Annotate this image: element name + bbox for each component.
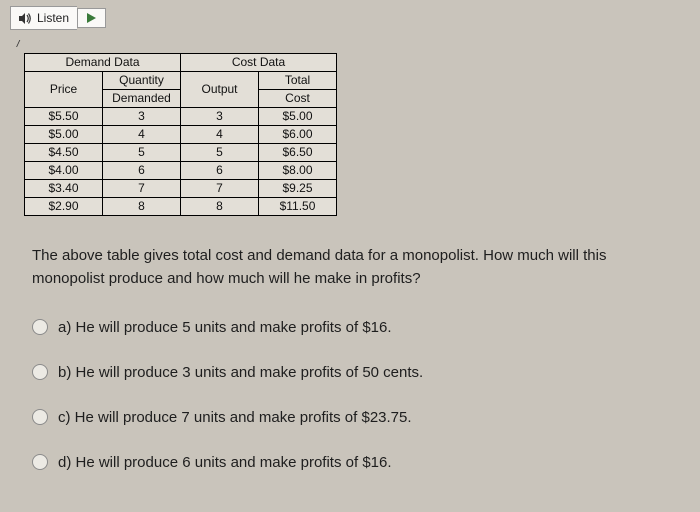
- toolbar: Listen: [10, 6, 690, 30]
- listen-label: Listen: [37, 11, 69, 25]
- question-text: The above table gives total cost and dem…: [32, 244, 668, 291]
- option-c-label: c) He will produce 7 units and make prof…: [58, 409, 412, 426]
- radio-icon: [32, 319, 48, 335]
- data-tables: Demand Data Price Quantity Demanded $5.5…: [24, 53, 690, 216]
- table-row: 7$9.25: [181, 180, 337, 198]
- play-button[interactable]: [77, 8, 106, 28]
- table-row: $5.503: [25, 108, 181, 126]
- text-cursor-mark: Ⳇ: [16, 36, 690, 50]
- cost-col-tc-l1: Total: [259, 72, 337, 90]
- option-d[interactable]: d) He will produce 6 units and make prof…: [32, 454, 668, 471]
- play-icon: [87, 13, 96, 23]
- radio-icon: [32, 454, 48, 470]
- option-c[interactable]: c) He will produce 7 units and make prof…: [32, 409, 668, 426]
- option-a[interactable]: a) He will produce 5 units and make prof…: [32, 319, 668, 336]
- table-row: $3.407: [25, 180, 181, 198]
- answer-options: a) He will produce 5 units and make prof…: [32, 319, 668, 471]
- cost-col-tc-l2: Cost: [259, 90, 337, 108]
- table-row: 8$11.50: [181, 198, 337, 216]
- cost-group-header: Cost Data: [181, 54, 337, 72]
- option-a-label: a) He will produce 5 units and make prof…: [58, 319, 392, 336]
- speaker-icon: [19, 13, 32, 24]
- radio-icon: [32, 364, 48, 380]
- option-d-label: d) He will produce 6 units and make prof…: [58, 454, 392, 471]
- listen-button[interactable]: Listen: [10, 6, 77, 30]
- table-row: 3$5.00: [181, 108, 337, 126]
- table-row: 5$6.50: [181, 144, 337, 162]
- demand-table: Demand Data Price Quantity Demanded $5.5…: [24, 53, 181, 216]
- demand-col-price: Price: [25, 72, 103, 108]
- cost-col-output: Output: [181, 72, 259, 108]
- table-row: $4.006: [25, 162, 181, 180]
- table-row: 6$8.00: [181, 162, 337, 180]
- table-row: $5.004: [25, 126, 181, 144]
- option-b[interactable]: b) He will produce 3 units and make prof…: [32, 364, 668, 381]
- table-row: $4.505: [25, 144, 181, 162]
- demand-col-qty-l1: Quantity: [103, 72, 181, 90]
- option-b-label: b) He will produce 3 units and make prof…: [58, 364, 423, 381]
- radio-icon: [32, 409, 48, 425]
- table-row: $2.908: [25, 198, 181, 216]
- table-row: 4$6.00: [181, 126, 337, 144]
- demand-col-qty-l2: Demanded: [103, 90, 181, 108]
- demand-group-header: Demand Data: [25, 54, 181, 72]
- cost-table: Cost Data Output Total Cost 3$5.00 4$6.0…: [180, 53, 337, 216]
